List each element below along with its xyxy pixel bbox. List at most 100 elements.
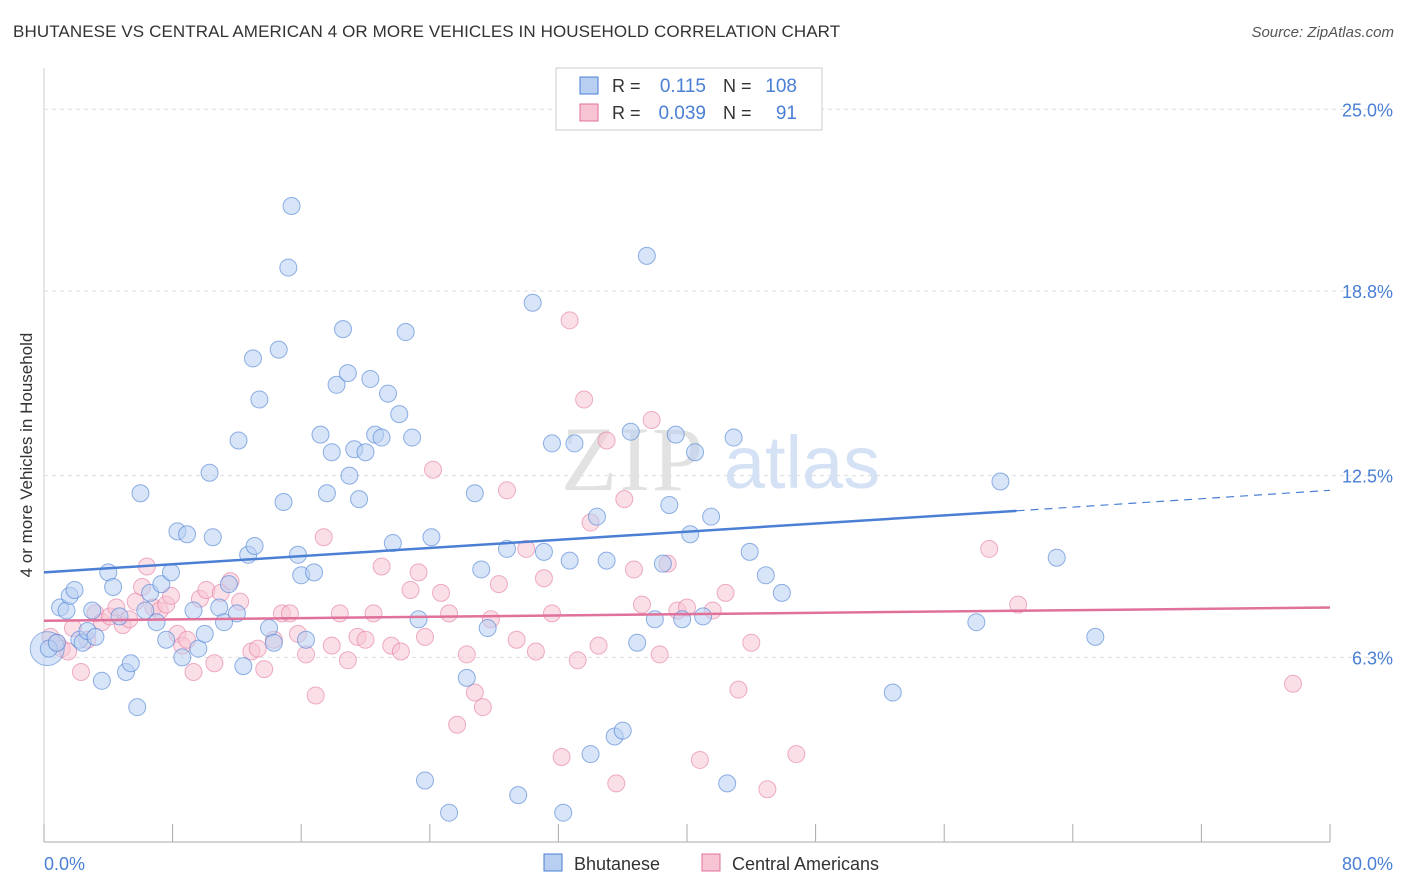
- y-tick-label-1: 12.5%: [1342, 467, 1393, 487]
- point-bhutanese-18: [131, 484, 150, 503]
- point-bhutanese-62: [356, 443, 375, 462]
- legend-r-label-2: R =: [612, 103, 641, 123]
- watermark-atlas: atlas: [724, 421, 880, 504]
- point-central-americans-50: [409, 563, 428, 582]
- point-bhutanese-82: [534, 542, 553, 561]
- point-central-americans-68: [560, 311, 579, 330]
- point-bhutanese-9: [83, 601, 102, 620]
- point-bhutanese-42: [250, 390, 269, 409]
- point-central-americans-89: [787, 745, 806, 764]
- legend-r-label-1: R =: [612, 76, 641, 96]
- point-bhutanese-47: [279, 258, 298, 277]
- point-bhutanese-58: [338, 364, 357, 383]
- legend-n-label-1: N =: [723, 76, 752, 96]
- point-central-americans-26: [205, 654, 224, 673]
- point-central-americans-78: [642, 410, 661, 429]
- point-bhutanese-67: [383, 534, 402, 553]
- point-central-americans-64: [526, 642, 545, 661]
- point-bhutanese-24: [161, 563, 180, 582]
- tick-labels: 6.3% 12.5% 18.8% 25.0% 0.0% 80.0%: [44, 100, 1393, 874]
- point-central-americans-62: [507, 630, 526, 649]
- point-central-americans-51: [415, 627, 434, 646]
- point-central-americans-86: [729, 680, 748, 699]
- point-bhutanese-63: [361, 369, 380, 388]
- point-bhutanese-88: [587, 507, 606, 526]
- point-bhutanese-5: [65, 580, 84, 599]
- point-bhutanese-112: [1047, 548, 1066, 567]
- point-bhutanese-94: [637, 246, 656, 265]
- point-central-americans-31: [248, 639, 267, 658]
- point-central-americans-83: [690, 750, 709, 769]
- series-bhutanese: [29, 197, 1105, 822]
- point-bhutanese-44: [264, 633, 283, 652]
- point-bhutanese-51: [297, 630, 316, 649]
- point-bhutanese-110: [967, 613, 986, 632]
- point-bhutanese-30: [195, 624, 214, 643]
- point-central-americans-70: [575, 390, 594, 409]
- point-central-americans-90: [980, 539, 999, 558]
- correlation-legend: R = 0.115 N = 108 R = 0.039 N = 91: [555, 67, 823, 131]
- point-bhutanese-74: [440, 803, 459, 822]
- point-bhutanese-101: [686, 443, 705, 462]
- point-bhutanese-78: [478, 619, 497, 638]
- point-bhutanese-27: [178, 525, 197, 544]
- point-central-americans-23: [184, 663, 203, 682]
- point-central-americans-67: [552, 748, 571, 767]
- series-legend: Bhutanese Central Americans: [543, 853, 879, 874]
- legend-n-value-2: 91: [776, 103, 797, 124]
- point-central-americans-76: [624, 560, 643, 579]
- source-label: Source: ZipAtlas.com: [1251, 24, 1394, 41]
- point-central-americans-56: [457, 645, 476, 664]
- point-bhutanese-53: [311, 425, 330, 444]
- point-bhutanese-84: [554, 803, 573, 822]
- legend-r-value-2: 0.039: [658, 103, 706, 124]
- point-bhutanese-107: [756, 566, 775, 585]
- point-central-americans-79: [650, 645, 669, 664]
- point-central-americans-92: [1284, 674, 1303, 693]
- point-bhutanese-37: [229, 431, 248, 450]
- point-central-americans-54: [440, 604, 459, 623]
- point-bhutanese-103: [702, 507, 721, 526]
- grid-lines: [44, 108, 1370, 658]
- point-central-americans-48: [391, 642, 410, 661]
- point-bhutanese-102: [694, 607, 713, 626]
- legend-bottom-swatch-central-americans: [701, 853, 721, 872]
- point-bhutanese-54: [317, 484, 336, 503]
- point-bhutanese-83: [542, 434, 561, 453]
- point-central-americans-72: [589, 636, 608, 655]
- point-bhutanese-35: [219, 575, 238, 594]
- point-bhutanese-46: [274, 493, 293, 512]
- legend-bottom-label-bhutanese: Bhutanese: [574, 854, 660, 874]
- point-bhutanese-3: [57, 601, 76, 620]
- axes: [43, 68, 1331, 843]
- point-bhutanese-113: [1086, 627, 1105, 646]
- trend-line-central-americans: [43, 606, 1331, 622]
- point-bhutanese-109: [883, 683, 902, 702]
- point-central-americans-69: [568, 651, 587, 670]
- point-bhutanese-105: [724, 428, 743, 447]
- point-central-americans-39: [314, 528, 333, 547]
- point-central-americans-58: [473, 698, 492, 717]
- point-bhutanese-93: [628, 633, 647, 652]
- legend-bottom-swatch-bhutanese: [543, 853, 563, 872]
- y-tick-label-0: 6.3%: [1352, 648, 1393, 668]
- point-bhutanese-106: [740, 542, 759, 561]
- point-central-americans-40: [322, 636, 341, 655]
- legend-n-value-1: 108: [765, 76, 797, 97]
- point-central-americans-60: [489, 575, 508, 594]
- point-central-americans-88: [758, 780, 777, 799]
- point-bhutanese-61: [350, 490, 369, 509]
- point-central-americans-66: [542, 604, 561, 623]
- trend-line-bhutanese-extension: [1016, 489, 1331, 512]
- point-bhutanese-92: [621, 422, 640, 441]
- legend-r-value-1: 0.115: [660, 76, 706, 97]
- point-central-americans-44: [356, 630, 375, 649]
- point-central-americans-91: [1009, 595, 1028, 614]
- point-central-americans-5: [71, 663, 90, 682]
- point-bhutanese-14: [110, 607, 129, 626]
- point-bhutanese-23: [157, 630, 176, 649]
- point-bhutanese-13: [104, 578, 123, 597]
- point-bhutanese-91: [613, 721, 632, 740]
- point-central-americans-75: [615, 490, 634, 509]
- point-bhutanese-55: [322, 443, 341, 462]
